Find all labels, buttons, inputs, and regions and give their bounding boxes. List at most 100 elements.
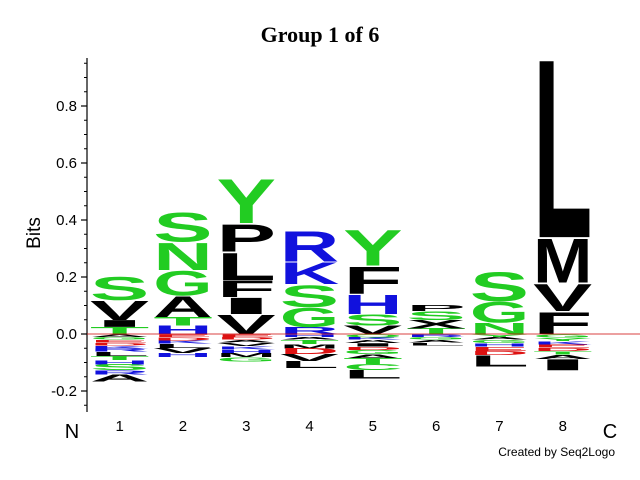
- logo-letter: A: [153, 291, 212, 324]
- logo-letter: H: [153, 324, 212, 337]
- logo-letter: L: [533, 6, 592, 292]
- y-tick-label: -0.2: [51, 383, 77, 400]
- logo-letter: G: [533, 333, 592, 338]
- logo-letter: V: [343, 324, 402, 337]
- logo-letter: S: [90, 363, 149, 372]
- logo-letter: I: [217, 293, 276, 319]
- logo-letter: N: [153, 234, 212, 278]
- logo-letter: S: [407, 309, 466, 322]
- logo-letter: G: [343, 349, 402, 356]
- x-tick-label: 6: [432, 418, 440, 435]
- x-tick-label: 4: [305, 418, 313, 435]
- logo-letter: M: [533, 227, 592, 297]
- c-terminus-label: C: [603, 421, 617, 443]
- logo-letter: T: [343, 357, 402, 366]
- logo-letter: R: [90, 347, 149, 352]
- logo-letter: L: [217, 244, 276, 288]
- logo-letter: K: [343, 336, 402, 340]
- logo-letter: C: [343, 363, 402, 372]
- logo-letter: A: [90, 333, 149, 337]
- logo-letter: A: [343, 353, 402, 360]
- logo-letter: K: [90, 345, 149, 349]
- logo-letter: E: [217, 333, 276, 337]
- logo-letter: Q: [343, 333, 402, 337]
- logo-letter: L: [90, 351, 149, 358]
- logo-glyphs: TIVSAGEDKRLTHSRAHTAGNSEDKLVHVIFLPYEDAVKH…: [87, 6, 640, 384]
- logo-letter: M: [280, 343, 339, 350]
- logo-letter: H: [153, 352, 212, 358]
- logo-letter: H: [90, 359, 149, 366]
- logo-letter: H: [343, 289, 402, 320]
- logo-letter: S: [90, 270, 149, 307]
- logo-letter: V: [280, 352, 339, 363]
- logo-letter: L: [153, 343, 212, 350]
- logo-letter: G: [153, 263, 212, 303]
- logo-letter: L: [343, 368, 402, 381]
- logo-letter: D: [533, 347, 592, 352]
- logo-letter: R: [407, 333, 466, 337]
- y-axis-label: Bits: [24, 217, 45, 249]
- logo-letter: R: [280, 325, 339, 336]
- credit-text: Created by Seq2Logo: [498, 445, 615, 459]
- logo-letter: A: [343, 339, 402, 344]
- logo-letter: Y: [533, 337, 592, 342]
- x-tick-label: 2: [179, 418, 187, 435]
- logo-letter: L: [470, 352, 529, 370]
- logo-letter: D: [90, 342, 149, 346]
- logo-letter: E: [90, 339, 149, 343]
- logo-letter: L: [406, 342, 465, 346]
- logo-letter: E: [153, 333, 212, 337]
- logo-letter: T: [90, 325, 149, 336]
- logo-letter: S: [280, 279, 339, 314]
- x-tick-label: 5: [369, 418, 377, 435]
- y-tick-label: 0.8: [56, 98, 77, 115]
- x-tick-label: 3: [242, 418, 250, 435]
- logo-letter: K: [280, 256, 339, 291]
- chart-title: Group 1 of 6: [261, 22, 380, 47]
- logo-letter: R: [90, 369, 149, 376]
- logo-letter: A: [470, 336, 529, 340]
- logo-letter: N: [470, 320, 529, 338]
- logo-letter: G: [470, 297, 529, 330]
- logo-letter: X: [407, 318, 466, 331]
- logo-letter: K: [533, 340, 592, 345]
- logo-letter: T: [280, 339, 339, 346]
- n-terminus-label: N: [65, 421, 79, 443]
- logo-letter: I: [533, 356, 592, 374]
- logo-letter: A: [90, 373, 149, 384]
- logo-letter: V: [153, 347, 212, 355]
- logo-letter: D: [343, 346, 402, 351]
- logo-letter: T: [407, 327, 466, 336]
- logo-letter: R: [280, 222, 339, 270]
- y-axis: -0.2 0.0 0.2 0.4 0.6 0.8: [51, 58, 88, 412]
- logo-letter: Y: [217, 166, 276, 236]
- logo-letter: I: [90, 318, 149, 329]
- logo-letter: G: [217, 356, 276, 363]
- x-tick-label: 1: [115, 418, 123, 435]
- logo-letter: E: [533, 343, 592, 348]
- logo-letter: V: [90, 295, 149, 326]
- logo-letter: D: [470, 350, 529, 357]
- logo-letter: A: [533, 354, 592, 361]
- logo-letter: I: [343, 342, 402, 347]
- logo-letter: Y: [343, 220, 402, 277]
- y-tick-label: 0.2: [56, 269, 77, 286]
- logo-letter: F: [533, 306, 592, 341]
- logo-letter: D: [153, 336, 212, 341]
- logo-letter: E: [470, 346, 529, 353]
- y-tick-label: 0.6: [56, 155, 77, 172]
- x-axis: 1 2 3 4 5 6 7 8: [115, 418, 566, 435]
- logo-letter: S: [470, 264, 529, 310]
- logo-letter: H: [217, 349, 276, 354]
- x-tick-label: 7: [495, 418, 503, 435]
- logo-letter: P: [217, 216, 276, 260]
- logo-letter: T: [153, 315, 212, 328]
- logo-letter: F: [343, 259, 402, 303]
- logo-letter: V: [533, 276, 592, 320]
- logo-letter: A: [217, 339, 276, 343]
- logo-letter: F: [217, 276, 276, 302]
- logo-letter: G: [470, 339, 529, 344]
- logo-letter: L: [280, 359, 339, 370]
- y-tick-label: 0.0: [56, 326, 77, 343]
